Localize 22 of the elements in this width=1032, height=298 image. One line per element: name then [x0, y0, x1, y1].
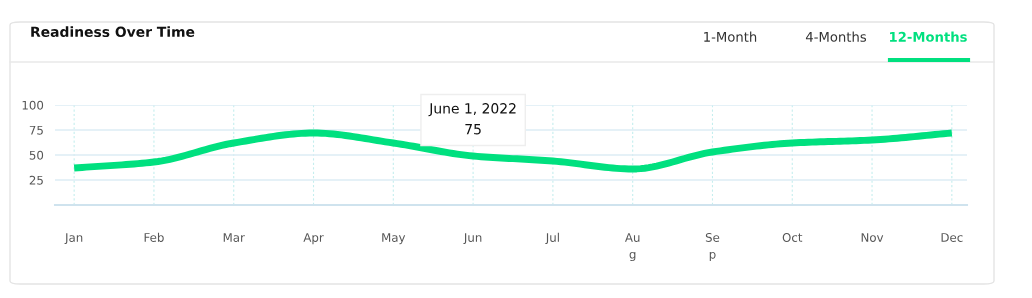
y-tick-label: 100	[22, 100, 44, 110]
x-tick-label: Jan	[64, 233, 83, 245]
y-tick-label: 25	[29, 175, 43, 185]
y-tick-label: 50	[29, 150, 44, 160]
x-tick-label: Jul	[545, 232, 559, 245]
annotation: 75	[465, 124, 481, 135]
x-tick-label: Dec	[941, 233, 963, 242]
x-tick-label: Jun	[463, 233, 482, 245]
text: 4-Months	[805, 31, 867, 42]
x-tick-label: Au g	[624, 233, 640, 262]
annotation: June 1, 2022	[428, 103, 516, 117]
x-tick-label: Oct	[782, 232, 803, 242]
x-tick-label: Apr	[303, 233, 324, 245]
y-tick-label: 75	[29, 125, 43, 135]
x-tick-label: Nov	[861, 233, 884, 242]
x-tick-label: May	[382, 233, 406, 245]
x-tick-label: Se p	[705, 232, 720, 262]
chart-title: Readiness Over Time	[31, 26, 195, 38]
x-tick-label: Feb	[144, 232, 164, 242]
text: 12-Months	[890, 31, 967, 42]
text: 1-Month	[704, 31, 757, 42]
x-tick-label: Mar	[223, 233, 245, 242]
